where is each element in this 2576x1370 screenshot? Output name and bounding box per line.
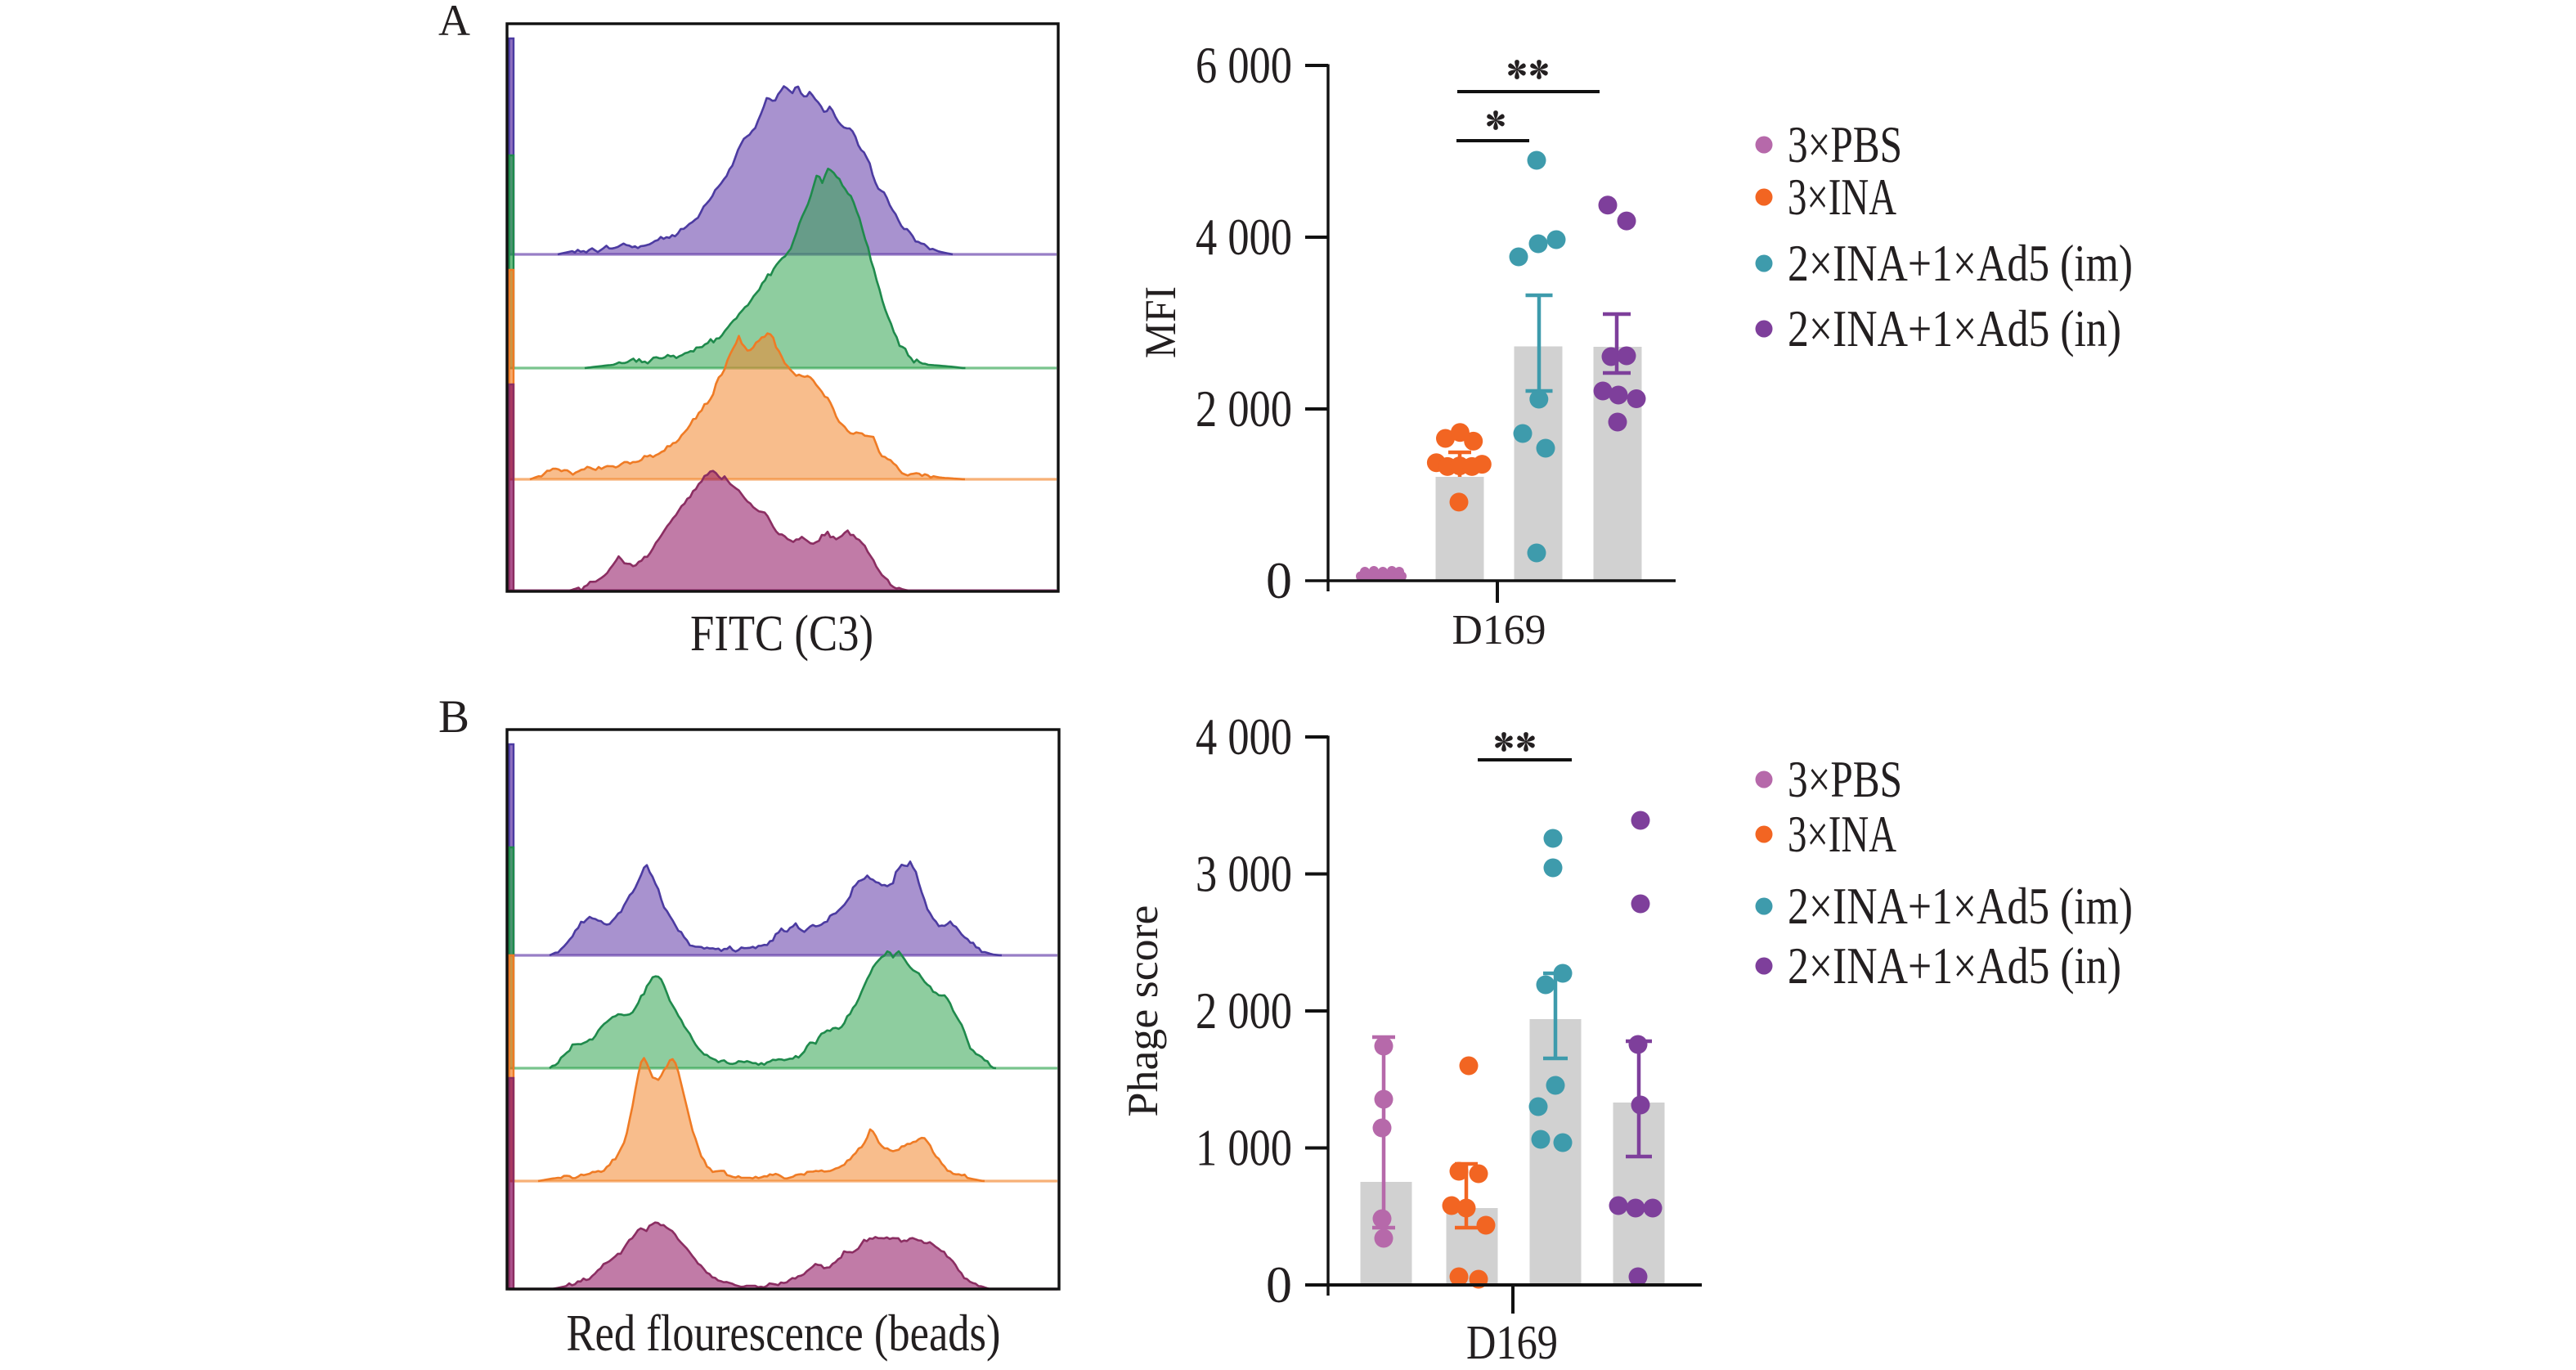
svg-text:D169: D169 <box>1466 1315 1558 1366</box>
svg-text:6 000: 6 000 <box>1196 36 1292 94</box>
svg-text:MFI: MFI <box>1136 286 1185 358</box>
svg-text:A: A <box>438 0 470 45</box>
svg-text:2×INA+1×Ad5 (in): 2×INA+1×Ad5 (in) <box>1788 299 2121 357</box>
svg-text:3×PBS: 3×PBS <box>1788 115 1902 173</box>
svg-text:Phage score: Phage score <box>1120 905 1167 1117</box>
svg-text:4 000: 4 000 <box>1196 208 1292 266</box>
svg-text:B: B <box>438 691 469 743</box>
svg-text:FITC (C3): FITC (C3) <box>690 606 873 662</box>
svg-text:3×INA: 3×INA <box>1788 805 1896 863</box>
svg-text:2 000: 2 000 <box>1196 380 1292 438</box>
svg-text:0: 0 <box>1266 551 1292 609</box>
svg-text:2 000: 2 000 <box>1196 981 1292 1040</box>
svg-text:1 000: 1 000 <box>1196 1119 1292 1177</box>
svg-text:D169: D169 <box>1452 607 1546 654</box>
svg-text:Red flourescence (beads): Red flourescence (beads) <box>567 1305 1001 1362</box>
svg-text:3×INA: 3×INA <box>1788 168 1896 226</box>
svg-text:3×PBS: 3×PBS <box>1788 750 1902 808</box>
svg-text:2×INA+1×Ad5 (im): 2×INA+1×Ad5 (im) <box>1788 877 2133 935</box>
svg-text:4 000: 4 000 <box>1196 707 1292 766</box>
svg-text:2×INA+1×Ad5 (im): 2×INA+1×Ad5 (im) <box>1788 234 2133 292</box>
svg-text:3 000: 3 000 <box>1196 845 1292 903</box>
svg-text:2×INA+1×Ad5 (in): 2×INA+1×Ad5 (in) <box>1788 937 2121 995</box>
svg-text:0: 0 <box>1266 1255 1292 1314</box>
